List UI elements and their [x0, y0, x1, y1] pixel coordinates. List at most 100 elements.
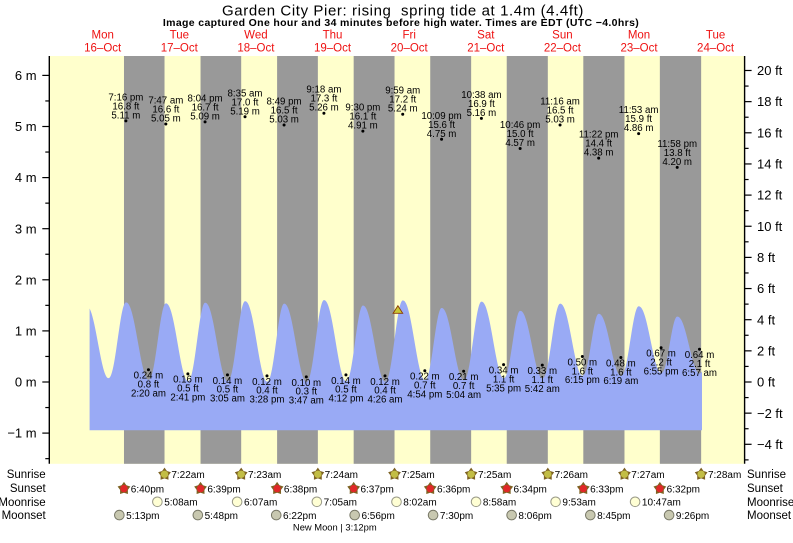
svg-text:5:08am: 5:08am: [164, 498, 197, 509]
svg-text:17.0 ft: 17.0 ft: [232, 97, 259, 108]
svg-text:8:35 am: 8:35 am: [228, 88, 263, 99]
svg-text:5:48pm: 5:48pm: [205, 511, 238, 522]
svg-text:8 ft: 8 ft: [757, 250, 775, 265]
svg-text:7:28am: 7:28am: [708, 470, 741, 481]
svg-text:0.33 m: 0.33 m: [527, 366, 557, 377]
svg-text:2.2 ft: 2.2 ft: [650, 358, 672, 369]
svg-text:8:45pm: 8:45pm: [597, 511, 630, 522]
svg-text:13.8 ft: 13.8 ft: [664, 148, 691, 159]
svg-text:Sunset: Sunset: [747, 483, 784, 495]
svg-text:5.03 m: 5.03 m: [269, 114, 299, 125]
svg-text:20–Oct: 20–Oct: [391, 43, 429, 55]
svg-text:6:40pm: 6:40pm: [131, 484, 164, 495]
svg-text:6:56pm: 6:56pm: [361, 511, 394, 522]
svg-text:2 ft: 2 ft: [757, 343, 775, 358]
svg-text:2:20 am: 2:20 am: [131, 388, 166, 399]
svg-text:15.0 ft: 15.0 ft: [507, 129, 534, 140]
svg-text:4.20 m: 4.20 m: [662, 157, 692, 168]
svg-text:6:34pm: 6:34pm: [514, 484, 547, 495]
svg-text:10:47am: 10:47am: [642, 498, 681, 509]
svg-text:7:22am: 7:22am: [171, 470, 204, 481]
svg-text:0.3 ft: 0.3 ft: [296, 387, 318, 398]
svg-text:6:39pm: 6:39pm: [207, 484, 240, 495]
svg-text:Thu: Thu: [323, 29, 343, 41]
svg-text:5.19 m: 5.19 m: [230, 106, 260, 117]
svg-text:0.12 m: 0.12 m: [370, 377, 400, 388]
svg-text:6:37pm: 6:37pm: [360, 484, 393, 495]
svg-text:4 m: 4 m: [15, 170, 37, 185]
svg-text:0.12 m: 0.12 m: [252, 377, 282, 388]
svg-text:−1 m: −1 m: [7, 426, 36, 441]
svg-text:1.1 ft: 1.1 ft: [532, 375, 554, 386]
svg-text:23–Oct: 23–Oct: [620, 43, 658, 55]
svg-text:11:22 pm: 11:22 pm: [579, 130, 619, 141]
svg-text:0.8 ft: 0.8 ft: [138, 380, 160, 391]
svg-text:Wed: Wed: [244, 29, 267, 41]
svg-text:5.24 m: 5.24 m: [388, 104, 418, 115]
svg-text:4.75 m: 4.75 m: [427, 129, 457, 140]
svg-text:5:42 am: 5:42 am: [525, 384, 560, 395]
svg-text:10:09 pm: 10:09 pm: [421, 111, 461, 122]
svg-text:Sunset: Sunset: [10, 483, 47, 495]
svg-text:1 m: 1 m: [15, 324, 37, 339]
svg-text:8:49 pm: 8:49 pm: [267, 96, 302, 107]
svg-text:6:38pm: 6:38pm: [284, 484, 317, 495]
svg-text:0.34 m: 0.34 m: [489, 366, 519, 377]
svg-text:Moonrise: Moonrise: [747, 497, 793, 509]
svg-text:4:26 am: 4:26 am: [367, 395, 402, 406]
svg-text:9:26pm: 9:26pm: [676, 511, 709, 522]
svg-text:18–Oct: 18–Oct: [237, 43, 275, 55]
svg-text:0.5 ft: 0.5 ft: [177, 384, 199, 395]
svg-text:9:30 pm: 9:30 pm: [345, 103, 380, 114]
svg-text:6 ft: 6 ft: [757, 281, 775, 296]
svg-text:8:06pm: 8:06pm: [518, 511, 551, 522]
svg-text:18 ft: 18 ft: [757, 94, 783, 109]
svg-text:7:26am: 7:26am: [555, 470, 588, 481]
svg-text:17.2 ft: 17.2 ft: [389, 95, 416, 106]
svg-text:5.26 m: 5.26 m: [309, 103, 339, 114]
svg-text:24–Oct: 24–Oct: [697, 43, 735, 55]
svg-text:0 ft: 0 ft: [757, 375, 775, 390]
svg-text:6:32pm: 6:32pm: [667, 484, 700, 495]
svg-text:0 m: 0 m: [15, 375, 37, 390]
svg-text:8:58am: 8:58am: [483, 498, 516, 509]
svg-text:16.8 ft: 16.8 ft: [112, 101, 139, 112]
svg-text:Moonset: Moonset: [747, 510, 792, 522]
svg-text:Mon: Mon: [628, 29, 650, 41]
svg-text:16.5 ft: 16.5 ft: [271, 105, 298, 116]
svg-text:0.22 m: 0.22 m: [410, 372, 440, 383]
svg-text:0.14 m: 0.14 m: [213, 376, 243, 387]
svg-text:15.6 ft: 15.6 ft: [428, 120, 455, 131]
svg-text:16.7 ft: 16.7 ft: [192, 102, 219, 113]
svg-text:10 ft: 10 ft: [757, 219, 783, 234]
svg-text:6:19 am: 6:19 am: [603, 376, 638, 387]
svg-text:9:53am: 9:53am: [562, 498, 595, 509]
svg-text:17.3 ft: 17.3 ft: [310, 94, 337, 105]
svg-text:5.16 m: 5.16 m: [467, 108, 497, 119]
svg-text:0.4 ft: 0.4 ft: [374, 386, 396, 397]
svg-text:0.7 ft: 0.7 ft: [453, 381, 475, 392]
svg-text:0.50 m: 0.50 m: [568, 357, 598, 368]
svg-text:Sat: Sat: [477, 29, 495, 41]
svg-text:3:47 am: 3:47 am: [289, 396, 324, 407]
svg-text:7:05am: 7:05am: [324, 498, 357, 509]
svg-text:7:30pm: 7:30pm: [440, 511, 473, 522]
svg-text:3:05 am: 3:05 am: [210, 394, 245, 405]
svg-text:11:16 am: 11:16 am: [540, 96, 580, 107]
svg-text:4 ft: 4 ft: [757, 312, 775, 327]
svg-text:6:33pm: 6:33pm: [590, 484, 623, 495]
svg-text:Sun: Sun: [552, 29, 572, 41]
svg-text:Mon: Mon: [92, 29, 114, 41]
svg-text:1.6 ft: 1.6 ft: [572, 366, 594, 377]
svg-text:0.5 ft: 0.5 ft: [217, 385, 239, 396]
svg-text:6:57 am: 6:57 am: [682, 368, 717, 379]
svg-text:Image captured One hour and 34: Image captured One hour and 34 minutes b…: [163, 17, 639, 29]
svg-text:0.16 m: 0.16 m: [173, 375, 203, 386]
svg-text:15.9 ft: 15.9 ft: [625, 114, 652, 125]
svg-text:5.09 m: 5.09 m: [190, 111, 220, 122]
svg-text:6:22pm: 6:22pm: [283, 511, 316, 522]
svg-text:11:53 am: 11:53 am: [619, 105, 659, 116]
svg-text:7:27am: 7:27am: [631, 470, 664, 481]
svg-text:7:25am: 7:25am: [401, 470, 434, 481]
svg-text:−2 ft: −2 ft: [757, 406, 783, 421]
